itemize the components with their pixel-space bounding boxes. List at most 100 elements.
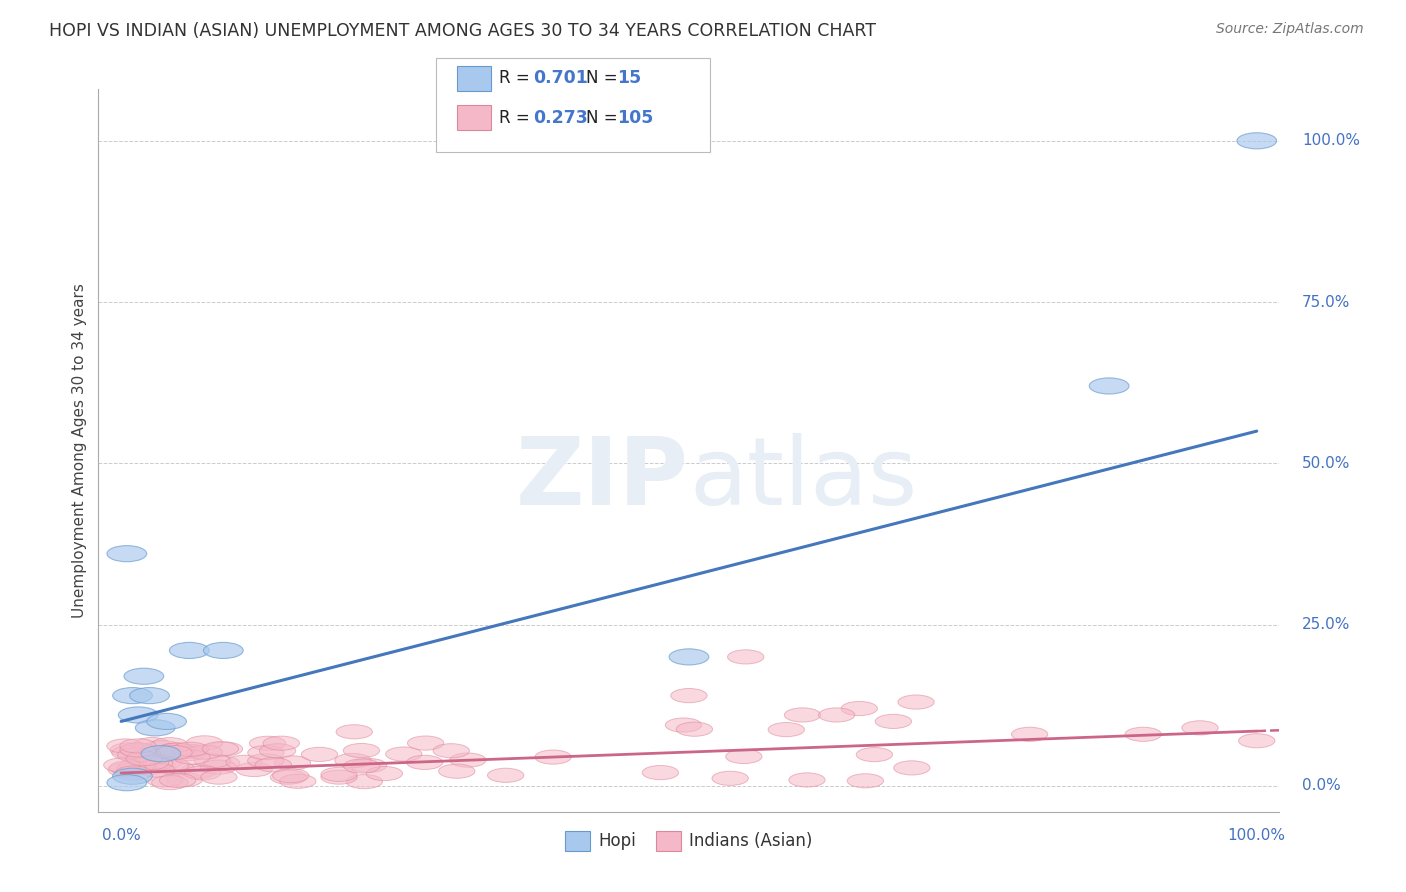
Ellipse shape — [156, 746, 193, 760]
Ellipse shape — [145, 756, 181, 770]
Ellipse shape — [450, 753, 486, 767]
Ellipse shape — [665, 718, 702, 732]
Ellipse shape — [350, 758, 387, 772]
Ellipse shape — [256, 757, 291, 772]
Ellipse shape — [141, 746, 181, 762]
Ellipse shape — [120, 743, 156, 757]
Ellipse shape — [204, 642, 243, 658]
Ellipse shape — [121, 745, 157, 759]
Ellipse shape — [408, 736, 444, 750]
Text: R =: R = — [499, 109, 536, 127]
Text: HOPI VS INDIAN (ASIAN) UNEMPLOYMENT AMONG AGES 30 TO 34 YEARS CORRELATION CHART: HOPI VS INDIAN (ASIAN) UNEMPLOYMENT AMON… — [49, 22, 876, 40]
Ellipse shape — [433, 744, 470, 758]
Ellipse shape — [153, 757, 190, 772]
Ellipse shape — [236, 763, 273, 777]
Ellipse shape — [1239, 733, 1275, 747]
Ellipse shape — [145, 740, 181, 755]
Ellipse shape — [131, 755, 167, 769]
Ellipse shape — [139, 763, 174, 777]
Ellipse shape — [335, 754, 371, 768]
Ellipse shape — [120, 758, 156, 772]
Ellipse shape — [152, 775, 188, 789]
Ellipse shape — [488, 768, 524, 782]
Ellipse shape — [848, 773, 883, 788]
Ellipse shape — [346, 774, 382, 789]
Ellipse shape — [202, 742, 239, 756]
Ellipse shape — [156, 745, 191, 759]
Ellipse shape — [107, 774, 146, 790]
Ellipse shape — [108, 763, 145, 777]
Text: Source: ZipAtlas.com: Source: ZipAtlas.com — [1216, 22, 1364, 37]
Ellipse shape — [134, 738, 170, 752]
Ellipse shape — [789, 772, 825, 787]
Ellipse shape — [366, 766, 402, 780]
Ellipse shape — [280, 774, 316, 789]
Ellipse shape — [273, 769, 309, 783]
Ellipse shape — [343, 743, 380, 757]
Ellipse shape — [152, 738, 187, 752]
Ellipse shape — [107, 739, 143, 753]
Ellipse shape — [671, 689, 707, 703]
Text: 100.0%: 100.0% — [1302, 133, 1360, 148]
Ellipse shape — [247, 746, 284, 760]
Ellipse shape — [207, 742, 243, 756]
Ellipse shape — [159, 743, 195, 757]
Ellipse shape — [321, 767, 357, 781]
Ellipse shape — [263, 736, 299, 750]
Ellipse shape — [226, 756, 263, 770]
Ellipse shape — [270, 770, 307, 784]
Ellipse shape — [146, 714, 187, 730]
Ellipse shape — [343, 759, 380, 773]
Ellipse shape — [186, 745, 222, 759]
Ellipse shape — [172, 742, 208, 756]
Ellipse shape — [204, 756, 240, 770]
Ellipse shape — [169, 642, 209, 658]
Ellipse shape — [118, 706, 157, 723]
Ellipse shape — [111, 746, 148, 760]
Text: 25.0%: 25.0% — [1302, 617, 1351, 632]
Text: 50.0%: 50.0% — [1302, 456, 1351, 471]
Ellipse shape — [104, 758, 141, 772]
Text: 0.0%: 0.0% — [101, 828, 141, 843]
Ellipse shape — [1011, 727, 1047, 741]
Text: 0.701: 0.701 — [533, 70, 588, 87]
Ellipse shape — [439, 764, 475, 779]
Ellipse shape — [118, 748, 153, 762]
Ellipse shape — [166, 772, 202, 787]
Text: 15: 15 — [617, 70, 641, 87]
Ellipse shape — [534, 750, 571, 764]
Ellipse shape — [274, 756, 311, 770]
Ellipse shape — [875, 714, 911, 729]
Text: atlas: atlas — [689, 434, 917, 525]
Ellipse shape — [124, 668, 163, 684]
Ellipse shape — [180, 764, 217, 778]
Ellipse shape — [110, 743, 146, 757]
Ellipse shape — [135, 720, 176, 736]
Ellipse shape — [676, 723, 713, 736]
Ellipse shape — [894, 761, 929, 775]
Text: 75.0%: 75.0% — [1302, 294, 1351, 310]
Ellipse shape — [200, 760, 236, 774]
Ellipse shape — [1090, 378, 1129, 394]
Ellipse shape — [127, 753, 163, 767]
Ellipse shape — [727, 649, 763, 664]
Ellipse shape — [174, 750, 209, 764]
Ellipse shape — [115, 766, 152, 780]
Ellipse shape — [643, 765, 679, 780]
Ellipse shape — [301, 747, 337, 762]
Text: 0.0%: 0.0% — [1302, 779, 1341, 793]
Ellipse shape — [194, 754, 231, 768]
Ellipse shape — [856, 747, 893, 762]
Ellipse shape — [110, 761, 146, 775]
Ellipse shape — [898, 695, 934, 709]
Ellipse shape — [107, 546, 146, 562]
Ellipse shape — [711, 772, 748, 786]
Ellipse shape — [120, 739, 156, 753]
Ellipse shape — [127, 751, 162, 765]
Ellipse shape — [112, 768, 152, 784]
Text: 105: 105 — [617, 109, 654, 127]
Ellipse shape — [157, 743, 193, 757]
Ellipse shape — [125, 756, 162, 771]
Ellipse shape — [1182, 721, 1218, 735]
Ellipse shape — [170, 744, 207, 758]
